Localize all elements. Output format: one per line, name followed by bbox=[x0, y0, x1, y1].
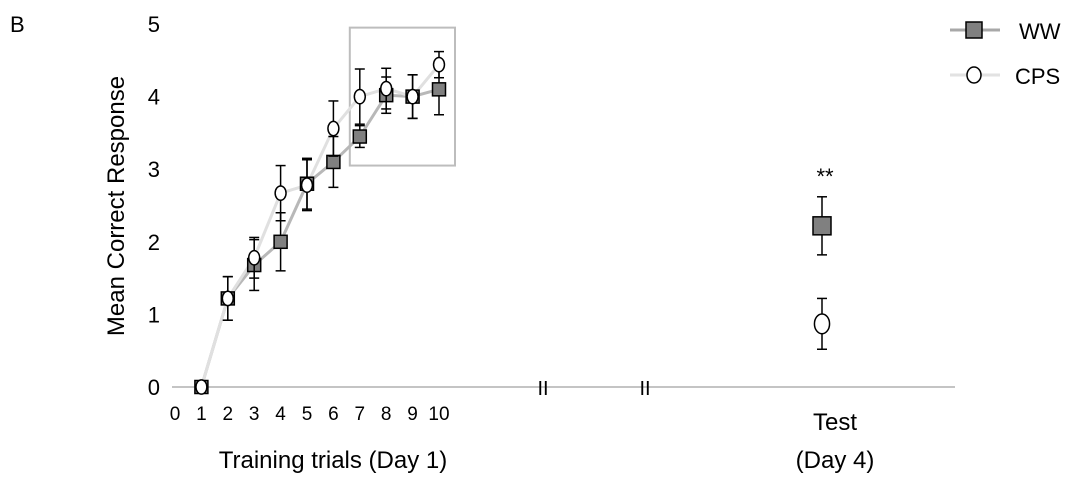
test-label-line1: Test bbox=[813, 409, 857, 436]
x-tick-label: 0 bbox=[170, 404, 181, 425]
test-label-line2: (Day 4) bbox=[796, 447, 875, 474]
test-point-ww bbox=[812, 216, 832, 236]
x-tick-label: 8 bbox=[381, 404, 392, 425]
data-point-ww bbox=[352, 129, 368, 144]
data-point-ww bbox=[431, 82, 447, 97]
x-axis-title: Training trials (Day 1) bbox=[219, 447, 448, 474]
y-tick-label: 0 bbox=[148, 375, 160, 400]
data-point-ww bbox=[326, 154, 341, 170]
data-point-cps bbox=[432, 56, 446, 73]
y-tick-label: 1 bbox=[148, 302, 160, 327]
test-point-cps bbox=[813, 313, 831, 335]
x-tick-label: 1 bbox=[196, 404, 207, 425]
y-axis-title: Mean Correct Response bbox=[103, 76, 130, 336]
data-point-cps bbox=[247, 249, 261, 266]
data-point-cps bbox=[300, 177, 314, 194]
legend-ww-label: WW bbox=[1019, 19, 1061, 44]
x-tick-label: 3 bbox=[249, 404, 260, 425]
y-tick-label: 4 bbox=[148, 85, 160, 110]
significance-label: ** bbox=[816, 164, 834, 189]
x-tick-labels: 0 1 2 3 4 5 6 7 8 9 10 bbox=[170, 404, 450, 425]
x-tick-label: 10 bbox=[428, 404, 449, 425]
data-point-cps bbox=[327, 120, 340, 137]
y-tick-label: 2 bbox=[148, 230, 160, 255]
series-layer bbox=[194, 50, 832, 395]
y-tick-label: 5 bbox=[148, 12, 160, 37]
data-point-cps bbox=[221, 290, 235, 307]
series-line-cps bbox=[199, 63, 441, 388]
x-tick-label: 2 bbox=[223, 404, 234, 425]
legend-cps-label: CPS bbox=[1015, 64, 1060, 89]
data-point-cps bbox=[353, 88, 367, 105]
axis-break-2: II bbox=[639, 378, 650, 400]
x-tick-label: 7 bbox=[355, 404, 366, 425]
series-line-ww bbox=[199, 87, 440, 388]
panel-label: B bbox=[10, 12, 25, 37]
x-tick-label: 5 bbox=[302, 404, 313, 425]
y-tick-labels: 0 1 2 3 4 5 bbox=[148, 12, 160, 400]
data-point-cps bbox=[274, 185, 287, 202]
data-point-cps bbox=[379, 80, 393, 97]
x-tick-label: 4 bbox=[275, 404, 286, 425]
highlight-box bbox=[348, 26, 456, 167]
data-point-cps bbox=[195, 379, 208, 395]
legend-cps-marker bbox=[966, 66, 982, 84]
x-tick-label: 9 bbox=[407, 404, 418, 425]
data-point-ww bbox=[273, 234, 288, 250]
legend: WW CPS bbox=[950, 19, 1061, 89]
axis-break-1: II bbox=[537, 378, 548, 400]
x-tick-label: 6 bbox=[328, 404, 339, 425]
legend-ww-marker bbox=[965, 21, 983, 39]
data-point-cps bbox=[406, 88, 419, 105]
y-tick-label: 3 bbox=[148, 157, 160, 182]
